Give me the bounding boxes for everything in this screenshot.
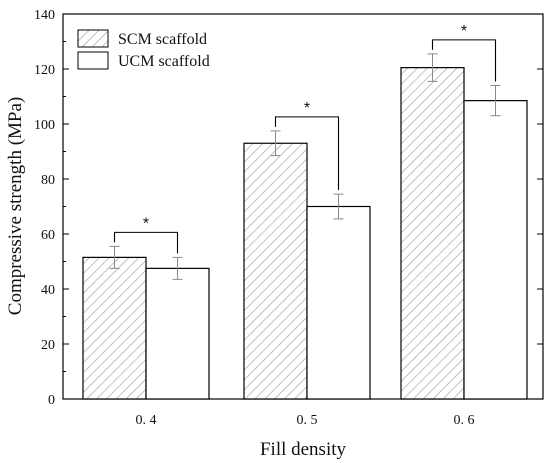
- y-tick-label: 20: [41, 338, 55, 353]
- bar-scm: [243, 142, 308, 400]
- y-tick-label: 40: [41, 283, 55, 298]
- significance-star: *: [461, 23, 467, 40]
- y-tick-label: 140: [34, 8, 55, 23]
- significance-star: *: [143, 215, 149, 232]
- x-tick-label: 0. 6: [454, 413, 475, 428]
- x-tick-label: 0. 5: [297, 413, 318, 428]
- significance-bracket: [113, 231, 179, 254]
- x-tick-label: 0. 4: [136, 413, 157, 428]
- legend-label-ucm: UCM scaffold: [118, 53, 210, 70]
- x-axis-ticks: 0. 4 0. 5 0. 6: [136, 393, 475, 428]
- y-axis-label: Compressive strength (MPa): [5, 97, 26, 315]
- bar-ucm: [306, 205, 371, 400]
- x-axis-label: Fill density: [260, 439, 347, 460]
- legend-swatch-scm: [77, 29, 109, 48]
- bar-scm: [82, 256, 147, 400]
- bar-scm: [400, 67, 465, 400]
- y-tick-label: 60: [41, 228, 55, 243]
- legend-label-scm: SCM scaffold: [118, 31, 207, 48]
- significance-bracket: [431, 39, 497, 82]
- significance-bracket: [274, 116, 340, 191]
- bar-ucm: [145, 267, 210, 400]
- significance-brackets: * * *: [113, 23, 497, 254]
- legend: SCM scaffold UCM scaffold: [77, 29, 210, 70]
- significance-star: *: [304, 100, 310, 117]
- bar-ucm: [463, 100, 528, 400]
- y-tick-label: 0: [48, 393, 55, 408]
- y-tick-label: 80: [41, 173, 55, 188]
- y-tick-label: 120: [34, 63, 55, 78]
- legend-swatch-ucm: [77, 51, 109, 70]
- y-tick-label: 100: [34, 118, 55, 133]
- bars-group: [82, 53, 528, 400]
- y-axis-ticks: 0 20 40 60 80 100 120 140: [34, 8, 543, 408]
